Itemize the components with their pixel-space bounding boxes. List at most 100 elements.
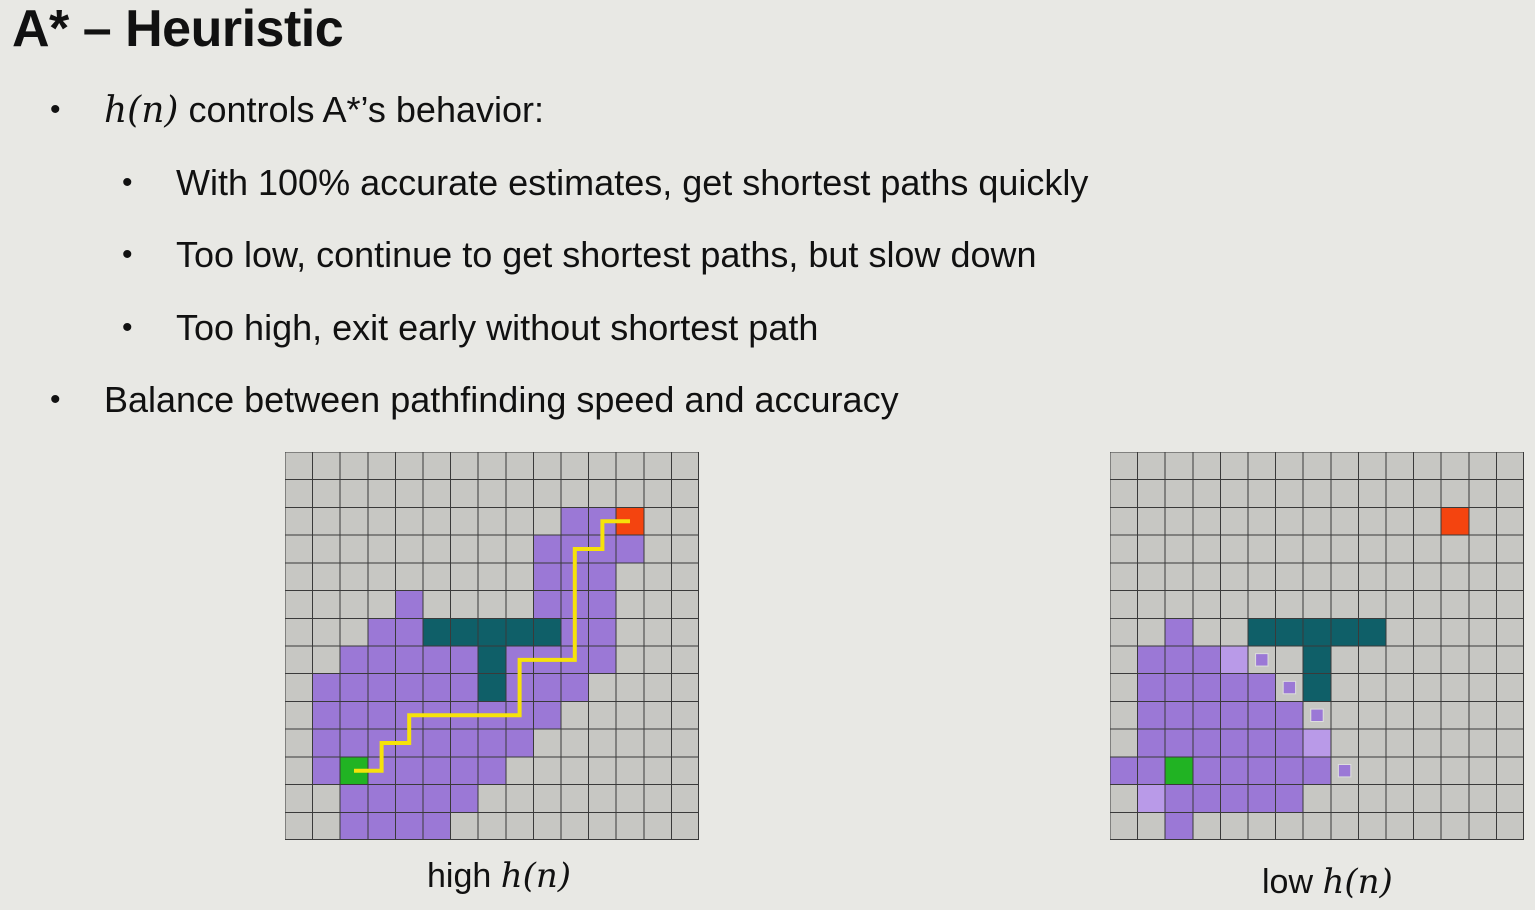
visited-cell	[1165, 729, 1193, 757]
bullet-balance: Balance between pathfinding speed and ac…	[104, 379, 899, 420]
visited-cell	[312, 701, 341, 730]
high-hn-grid-figure	[284, 451, 699, 840]
sub-bullet-dot: •	[122, 166, 133, 199]
sub-bullet-too-high: Too high, exit early without shortest pa…	[176, 307, 819, 348]
visited-cell	[1248, 729, 1276, 757]
math-hn: h(n)	[104, 90, 179, 131]
visited-cell	[367, 618, 396, 646]
visited-cell	[1192, 784, 1221, 813]
visited-cell	[478, 729, 506, 757]
visited-cell	[395, 673, 423, 702]
visited-cell	[561, 507, 589, 536]
low-hn-caption: low h(n)	[1262, 862, 1393, 902]
visited-cell	[1248, 701, 1276, 730]
visited-cell	[1248, 673, 1276, 702]
visited-cell	[423, 756, 451, 785]
wall-cell	[1275, 618, 1304, 646]
wall-cell	[1303, 646, 1331, 674]
visited-cell	[1303, 756, 1331, 785]
visited-cell	[1165, 701, 1193, 730]
visited-cell	[1137, 729, 1166, 757]
high-hn-grid	[284, 451, 699, 845]
bullet-text: controls A*’s behavior:	[178, 89, 545, 130]
visited-cell	[1137, 756, 1166, 785]
visited-cell	[423, 673, 451, 702]
visited-cell	[533, 701, 561, 730]
caption-math: h(n)	[1322, 862, 1393, 902]
visited-cell	[1137, 701, 1166, 730]
wall-cell	[1330, 618, 1359, 646]
visited-cell	[1275, 756, 1304, 785]
visited-cell	[1220, 673, 1248, 702]
visited-cell	[533, 673, 561, 702]
frontier-mark	[1255, 653, 1269, 667]
slide-title: A* – Heuristic	[12, 0, 344, 58]
visited-cell	[395, 618, 423, 646]
visited-cell-light	[1220, 646, 1248, 674]
visited-cell	[1137, 673, 1166, 702]
sub-bullet-dot: •	[122, 238, 133, 271]
visited-cell	[1165, 618, 1193, 646]
wall-cell	[478, 618, 506, 646]
wall-cell	[1303, 618, 1331, 646]
visited-cell	[1220, 784, 1248, 813]
visited-cell	[588, 618, 617, 646]
visited-cell	[423, 812, 451, 840]
visited-cell	[1137, 646, 1166, 674]
low-hn-grid	[1109, 451, 1524, 845]
caption-word: low	[1262, 863, 1323, 901]
visited-cell	[1192, 701, 1221, 730]
visited-cell	[367, 784, 396, 813]
visited-cell	[340, 812, 368, 840]
visited-cell	[588, 646, 617, 674]
sub-bullet-dot: •	[122, 311, 133, 344]
visited-cell	[340, 646, 368, 674]
visited-cell	[312, 673, 341, 702]
bullet-dot: •	[50, 383, 61, 416]
visited-cell	[340, 673, 368, 702]
visited-cell	[1248, 784, 1276, 813]
visited-cell	[340, 729, 368, 757]
visited-cell	[367, 646, 396, 674]
visited-cell	[1220, 756, 1248, 785]
wall-cell	[505, 618, 534, 646]
visited-cell	[533, 562, 561, 591]
visited-cell	[588, 562, 617, 591]
visited-cell	[367, 701, 396, 730]
visited-cell	[1220, 729, 1248, 757]
visited-cell	[395, 756, 423, 785]
visited-cell	[450, 729, 479, 757]
sub-bullet-accurate: With 100% accurate estimates, get shorte…	[176, 162, 1089, 203]
visited-cell	[533, 590, 561, 619]
bullet-dot: •	[50, 93, 61, 126]
visited-cell	[1275, 784, 1304, 813]
visited-cell	[1220, 701, 1248, 730]
visited-cell	[395, 784, 423, 813]
visited-cell	[1192, 729, 1221, 757]
caption-word: high	[427, 857, 501, 895]
shortest-path-line	[354, 519, 630, 773]
start-cell	[1165, 756, 1193, 785]
visited-cell	[312, 729, 341, 757]
visited-cell-light	[1303, 729, 1331, 757]
visited-cell	[367, 812, 396, 840]
visited-cell	[450, 784, 479, 813]
visited-cell	[1275, 701, 1304, 730]
wall-cell	[478, 673, 506, 702]
visited-cell	[1110, 756, 1138, 785]
visited-cell	[423, 729, 451, 757]
visited-cell	[1165, 784, 1193, 813]
visited-cell	[423, 646, 451, 674]
visited-cell	[588, 590, 617, 619]
visited-cell	[450, 756, 479, 785]
visited-cell	[340, 701, 368, 730]
wall-cell	[423, 618, 451, 646]
frontier-mark	[1337, 764, 1352, 778]
visited-cell	[450, 673, 479, 702]
visited-cell	[450, 646, 479, 674]
visited-cell	[1248, 756, 1276, 785]
visited-cell	[505, 729, 534, 757]
visited-cell	[1192, 646, 1221, 674]
visited-cell	[395, 646, 423, 674]
frontier-mark	[1310, 708, 1324, 722]
